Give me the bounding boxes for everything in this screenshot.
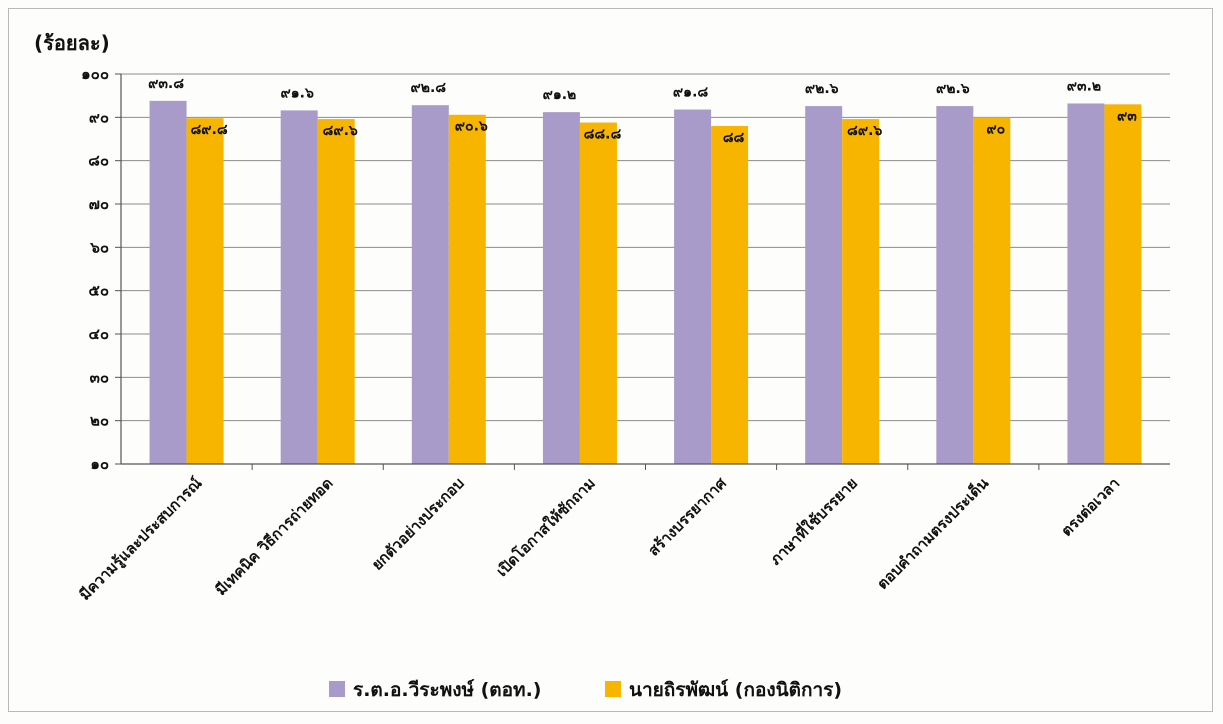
bar-series-1 xyxy=(674,109,712,465)
x-category-label: เปิดโอกาสให้ซักถาม xyxy=(492,473,599,580)
x-category-label: ภาษาที่ใช้บรรยาย xyxy=(765,473,861,569)
x-category-label: ยกตัวอย่างประกอบ xyxy=(368,474,468,574)
data-label-series-2: ๘๘ xyxy=(723,130,745,146)
bar-series-1 xyxy=(936,106,974,465)
data-label-series-1: ๙๓.๒ xyxy=(1067,78,1101,94)
x-category-label: สร้างบรรยากาศ xyxy=(644,474,730,560)
x-category-label: มีความรู้และประสบการณ์ xyxy=(76,474,206,604)
bar-series-2 xyxy=(317,119,355,465)
y-tick-label: ๗๐ xyxy=(89,195,109,213)
data-label-series-2: ๘๙.๖ xyxy=(847,123,882,139)
data-label-series-1: ๙๑.๘ xyxy=(673,85,708,101)
chart-frame xyxy=(8,8,1213,712)
y-tick-label: ๒๐ xyxy=(90,412,109,430)
data-label-series-1: ๙๒.๖ xyxy=(805,81,839,97)
y-tick-label: ๑๐๐ xyxy=(81,65,109,83)
y-tick-label: ๘๐ xyxy=(88,152,109,170)
y-unit-label: (ร้อยละ) xyxy=(34,31,110,55)
y-tick-label: ๔๐ xyxy=(88,325,109,343)
legend-swatch xyxy=(329,681,345,697)
bar-series-2 xyxy=(973,117,1011,464)
bar-series-1 xyxy=(149,100,187,464)
gridlines xyxy=(121,73,1170,465)
data-label-series-2: ๘๘.๘ xyxy=(584,127,622,143)
x-category-label: มีเทคนิค วิธีการถ่ายทอด xyxy=(212,474,337,599)
bar-series-2 xyxy=(579,122,617,465)
bar-series-1 xyxy=(542,112,580,464)
data-label-series-1: ๙๓.๘ xyxy=(148,76,184,92)
data-label-series-2: ๙๓ xyxy=(1117,108,1137,124)
data-label-series-2: ๙๐.๖ xyxy=(455,119,488,135)
data-label-series-1: ๙๑.๒ xyxy=(543,87,577,103)
bar-series-1 xyxy=(1067,103,1105,464)
bar-series-2 xyxy=(842,119,880,465)
y-tick-label: ๙๐ xyxy=(89,108,109,126)
bars xyxy=(149,100,1142,465)
bar-series-2 xyxy=(1104,104,1142,464)
bar-series-2 xyxy=(711,126,749,464)
bar-series-1 xyxy=(280,110,318,465)
bar-series-1 xyxy=(805,106,843,465)
x-category-label: ตรงต่อเวลา xyxy=(1057,474,1123,540)
bar-series-2 xyxy=(186,118,224,464)
legend: ร.ต.อ.วีระพงษ์ (ตอท.) นายถิรพัฒน์ (กองนิต… xyxy=(329,679,842,701)
data-label-series-1: ๙๒.๖ xyxy=(936,81,970,97)
data-labels: ๙๓.๘๘๙.๘ ๙๑.๖๘๙.๖ ๙๒.๘๙๐.๖ ๙๑.๒๘๘.๘ ๙๑.๘๘๘ ๙๒… xyxy=(148,76,1137,146)
legend-swatch xyxy=(605,681,621,697)
bar-series-2 xyxy=(448,114,486,464)
y-tick-label: ๕๐ xyxy=(88,282,109,300)
y-tick-label: ๑๐ xyxy=(90,455,109,473)
data-label-series-2: ๘๙.๖ xyxy=(323,123,358,139)
y-tick-label: ๓๐ xyxy=(90,368,109,386)
data-label-series-1: ๙๒.๘ xyxy=(411,80,447,96)
y-tick-label: ๖๐ xyxy=(89,238,109,256)
data-label-series-2: ๘๙.๘ xyxy=(190,122,227,138)
legend-label: นายถิรพัฒน์ (กองนิติการ) xyxy=(629,679,842,701)
data-label-series-1: ๙๑.๖ xyxy=(281,85,314,101)
legend-label: ร.ต.อ.วีระพงษ์ (ตอท.) xyxy=(353,679,542,701)
data-label-series-2: ๙๐ xyxy=(986,121,1005,137)
bar-series-1 xyxy=(411,105,449,464)
x-category-label: ตอบคำถามตรงประเด็น xyxy=(873,473,993,593)
